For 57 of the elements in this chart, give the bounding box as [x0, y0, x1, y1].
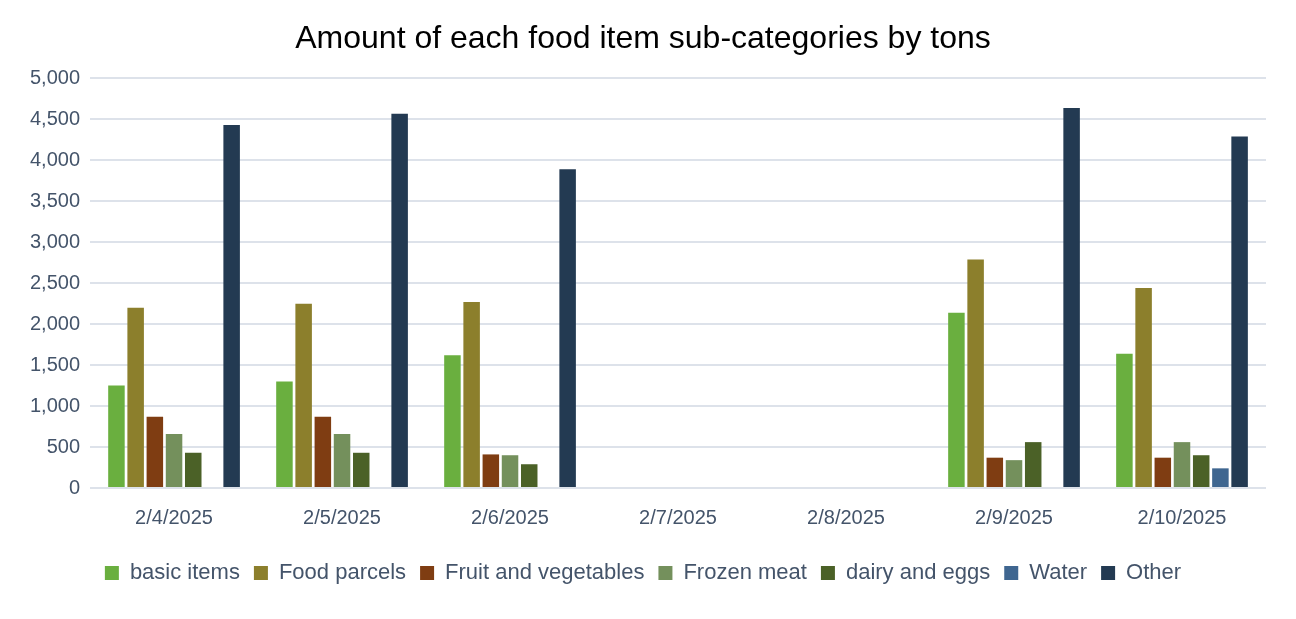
- bar: [165, 433, 183, 487]
- bar: [1024, 442, 1042, 487]
- bar: [1116, 353, 1133, 487]
- bar: [314, 416, 332, 487]
- legend-label: Fruit and vegetables: [445, 559, 645, 585]
- x-tick-label: 2/9/2025: [975, 505, 1053, 528]
- bar: [1005, 460, 1023, 487]
- legend-label: basic items: [129, 559, 240, 585]
- bar: [444, 355, 461, 487]
- legend-label: Frozen meat: [683, 559, 807, 585]
- bar: [391, 113, 408, 487]
- bar: [127, 307, 144, 487]
- bar: [333, 433, 351, 487]
- bar: [352, 452, 370, 487]
- y-tick-label: 1,500: [29, 352, 81, 375]
- bar: [1231, 136, 1248, 487]
- x-tick-label: 2/10/2025: [1137, 505, 1227, 528]
- bar: [1192, 455, 1210, 487]
- bar: [482, 454, 500, 487]
- y-tick-label: 2,000: [29, 311, 81, 334]
- bar: [1063, 107, 1080, 487]
- bar: [1154, 457, 1172, 487]
- y-tick-label: 3,000: [29, 229, 81, 252]
- chart-title: Amount of each food item sub-categories by tons: [295, 19, 991, 56]
- y-tick-label: 4,500: [29, 106, 81, 129]
- y-tick-label: 4,000: [29, 147, 81, 170]
- bar: [559, 169, 576, 487]
- bar: [948, 312, 965, 487]
- bar: [986, 457, 1004, 487]
- bar: [276, 381, 293, 487]
- x-tick-label: 2/4/2025: [135, 505, 213, 528]
- y-tick-label: 0: [68, 475, 81, 498]
- bar: [463, 302, 480, 487]
- bar: [108, 385, 125, 487]
- bar: [520, 464, 538, 487]
- bar: [967, 259, 984, 487]
- x-tick-label: 2/8/2025: [807, 505, 885, 528]
- legend-label: Food parcels: [278, 559, 407, 585]
- bar: [1173, 442, 1191, 487]
- bar: [146, 416, 164, 487]
- legend-label: dairy and eggs: [845, 559, 991, 585]
- x-tick-label: 2/7/2025: [639, 505, 717, 528]
- legend-label: Other: [1126, 559, 1182, 585]
- bar: [223, 125, 240, 487]
- y-tick-label: 1,000: [29, 393, 81, 416]
- legend-label: Water: [1029, 559, 1088, 585]
- bar: [295, 303, 312, 487]
- bar: [184, 452, 202, 487]
- bar: [1135, 288, 1152, 487]
- y-tick-label: 2,500: [29, 270, 81, 293]
- bar: [1212, 468, 1229, 487]
- y-tick-label: 500: [46, 434, 81, 457]
- bar: [501, 455, 519, 487]
- x-tick-label: 2/6/2025: [471, 505, 549, 528]
- x-tick-label: 2/5/2025: [303, 505, 381, 528]
- y-tick-label: 5,000: [29, 65, 81, 88]
- y-tick-label: 3,500: [29, 188, 81, 211]
